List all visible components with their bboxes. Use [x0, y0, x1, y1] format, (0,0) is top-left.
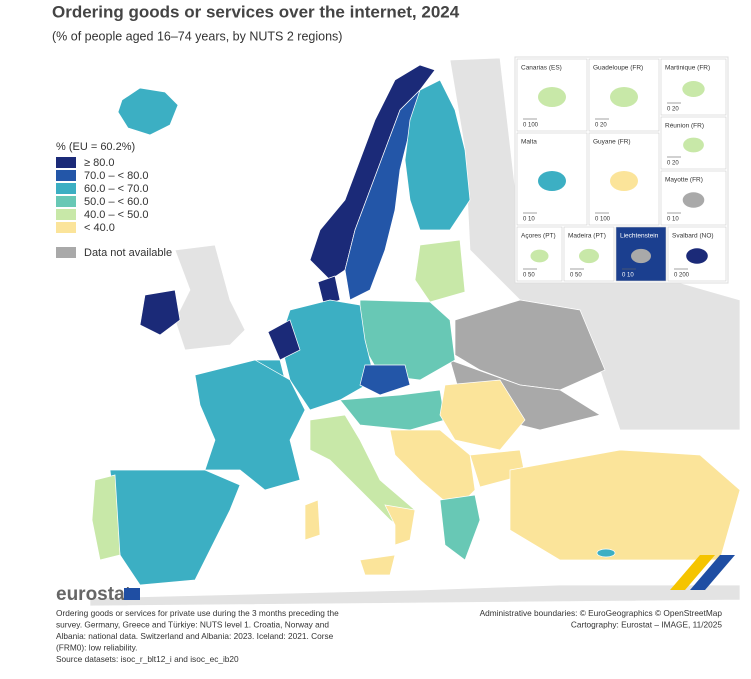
region [414, 239, 466, 303]
footnote: Ordering goods or services for private u… [56, 608, 339, 618]
logo-stripe [690, 555, 735, 590]
footnote: Albania: national data. Switzerland and … [56, 631, 334, 641]
map [89, 57, 741, 607]
title: Ordering goods or services over the inte… [52, 2, 460, 21]
scale-label: 0 10 [667, 217, 679, 223]
legend-swatch [56, 196, 76, 207]
region [317, 275, 341, 307]
inset-label: Martinique (FR) [665, 65, 710, 72]
legend-label: 40.0 – < 50.0 [84, 209, 149, 221]
logo-stripe [670, 555, 715, 590]
eurostat-logo: eurostat [56, 584, 140, 605]
scale-label: 0 50 [570, 273, 582, 279]
inset-land [686, 248, 708, 264]
inset-label: Malta [521, 139, 537, 146]
inset-land [631, 248, 651, 264]
region [509, 449, 741, 561]
legend-label: 70.0 – < 80.0 [84, 170, 149, 182]
region [267, 319, 301, 361]
inset-label: Mayotte (FR) [665, 177, 703, 184]
scale-label: 0 20 [667, 107, 679, 113]
region [279, 299, 376, 411]
region [117, 87, 179, 136]
credit: Administrative boundaries: © EuroGeograp… [480, 608, 723, 618]
inset-land [530, 249, 549, 263]
region [194, 359, 306, 491]
land-other [89, 584, 741, 607]
inset-panel: Canarias (ES) 0 100 Guadeloupe (FR) 0 20 Mar… [514, 56, 729, 284]
inset-label: Svalbard (NO) [672, 233, 714, 240]
inset-land [579, 248, 599, 264]
region [359, 554, 396, 576]
inset-land [610, 171, 638, 191]
region [404, 79, 471, 231]
scale-label: 0 10 [622, 273, 634, 279]
inset-label: Madeira (PT) [568, 233, 606, 240]
region [596, 548, 616, 558]
region [439, 379, 526, 451]
legend-swatch [56, 157, 76, 168]
credits: Administrative boundaries: © EuroGeograp… [480, 608, 723, 630]
region [384, 504, 416, 546]
footnote: (FRM0): low reliability. [56, 643, 137, 653]
legend-label: 50.0 – < 60.0 [84, 196, 149, 208]
footnote: Source datasets: isoc_r_blt12_i and isoc… [56, 654, 239, 664]
scale-label: 0 100 [523, 123, 539, 129]
region [339, 389, 446, 431]
legend-label: < 40.0 [84, 222, 115, 234]
scale-label: 0 50 [523, 273, 535, 279]
region [109, 469, 241, 586]
subtitle: (% of people aged 16–74 years, by NUTS 2… [52, 29, 342, 43]
eu-flag [124, 588, 140, 600]
footnote: survey. Germany, Greece and Türkiye: NUT… [56, 620, 329, 630]
inset-land [538, 87, 566, 107]
inset-land [683, 137, 704, 153]
scale-label: 0 200 [674, 273, 690, 279]
legend-title: % (EU = 60.2%) [56, 141, 135, 153]
legend-swatch [56, 170, 76, 181]
legend-swatch [56, 183, 76, 194]
land-other [174, 244, 246, 351]
inset-label: Guadeloupe (FR) [593, 65, 643, 72]
credit: Cartography: Eurostat – IMAGE, 11/2025 [571, 620, 722, 630]
inset-land [682, 192, 705, 208]
legend-label: 60.0 – < 70.0 [84, 183, 149, 195]
scale-label: 0 20 [667, 161, 679, 167]
inset-label: Canarias (ES) [521, 65, 562, 72]
legend-label: Data not available [84, 247, 172, 259]
scale-label: 0 20 [595, 123, 607, 129]
region [139, 289, 181, 336]
inset-label: Liechtenstein [620, 233, 659, 240]
legend-swatch [56, 222, 76, 233]
region [439, 494, 481, 561]
inset-land [610, 87, 638, 107]
legend: % (EU = 60.2%) ≥ 80.070.0 – < 80.060.0 –… [56, 141, 172, 259]
scale-label: 0 100 [595, 217, 611, 223]
inset-label: Guyane (FR) [593, 139, 631, 146]
inset-land [538, 171, 566, 191]
region [304, 499, 321, 541]
region [91, 474, 121, 561]
brand: eurostat [56, 584, 132, 605]
legend-label: ≥ 80.0 [84, 157, 115, 169]
scale-label: 0 10 [523, 217, 535, 223]
inset-label: Réunion (FR) [665, 123, 704, 130]
region [359, 364, 411, 396]
legend-swatch [56, 209, 76, 220]
inset-label: Açores (PT) [521, 233, 556, 240]
inset-land [682, 81, 705, 97]
footnotes: Ordering goods or services for private u… [56, 608, 339, 664]
legend-swatch [56, 247, 76, 258]
